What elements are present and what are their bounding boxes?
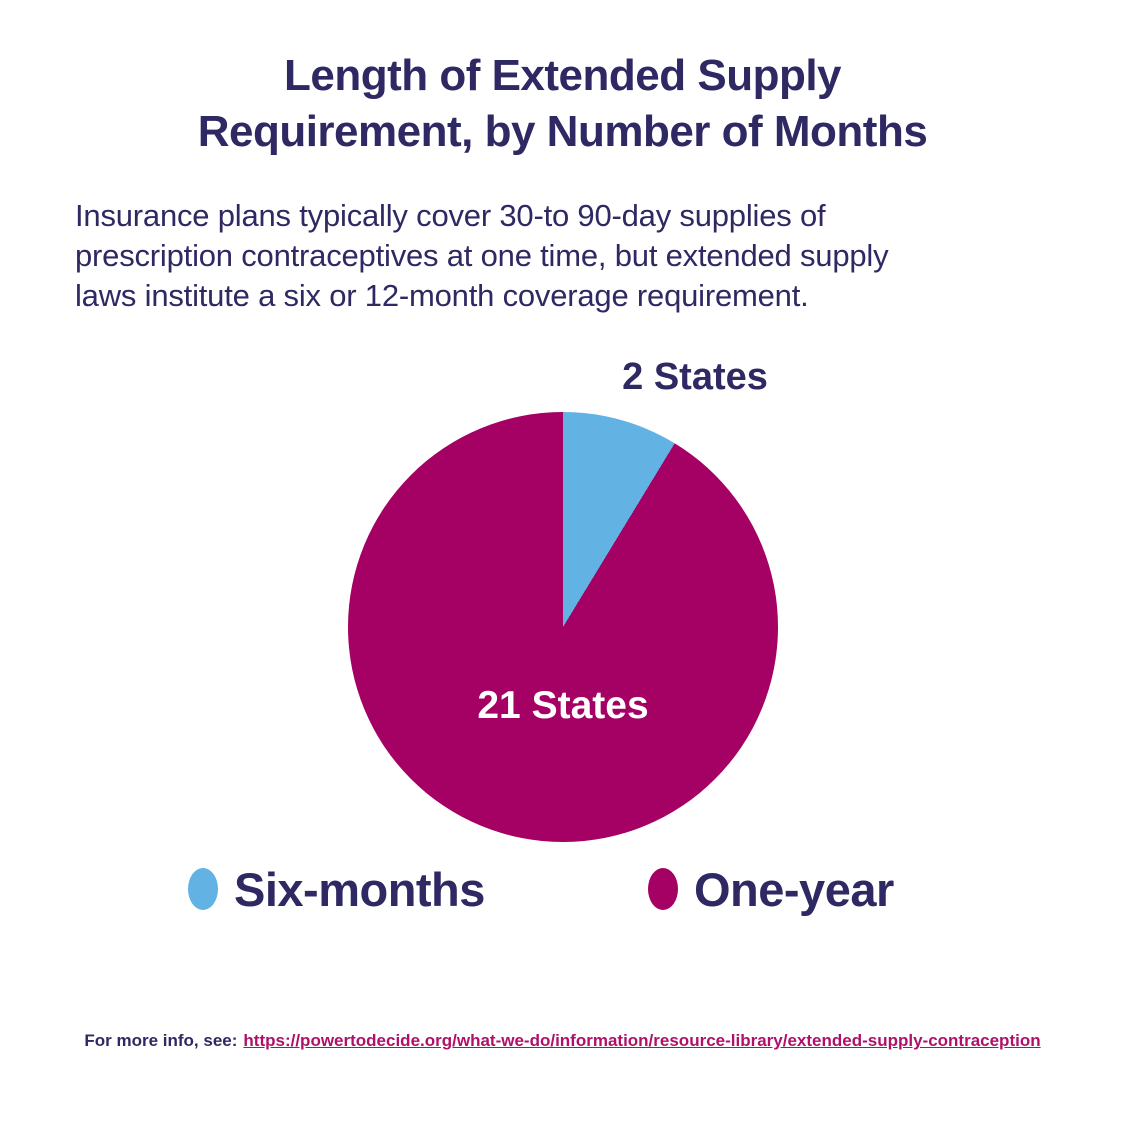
pie-chart: 21 States (348, 412, 778, 842)
page-title-line1: Length of Extended Supply (283, 51, 842, 100)
one-year-slice-label: 21 States (477, 684, 649, 727)
legend-label-six-months: Six-months (234, 862, 485, 916)
legend-item-six-months: Six-months (188, 862, 485, 916)
chart-description-line3: laws institute a six or 12-month coverag… (75, 278, 809, 313)
legend-swatch-six-months (188, 868, 218, 910)
six-months-slice-label: 2 States (622, 356, 768, 398)
legend-label-one-year: One-year (694, 862, 894, 916)
chart-description-line1: Insurance plans typically cover 30-to 90… (75, 198, 826, 233)
footer-resource-link[interactable]: https://powertodecide.org/what-we-do/inf… (243, 1031, 1041, 1050)
page-title: Length of Extended Supply Requirement, b… (0, 48, 1125, 160)
chart-description: Insurance plans typically cover 30-to 90… (75, 196, 1055, 316)
legend-item-one-year: One-year (648, 862, 894, 916)
footer-prefix-text: For more info, see: (84, 1031, 238, 1050)
chart-description-line2: prescription contraceptives at one time,… (75, 238, 889, 273)
footer: For more info, see: https://powertodecide… (0, 1031, 1125, 1051)
page-title-line2: Requirement, by Number of Months (197, 107, 928, 156)
legend-swatch-one-year (648, 868, 678, 910)
